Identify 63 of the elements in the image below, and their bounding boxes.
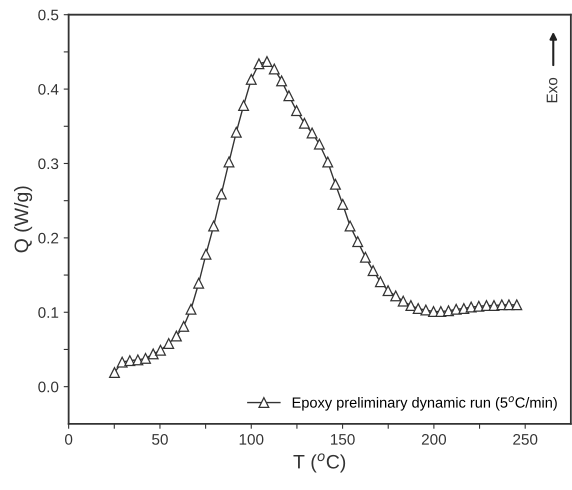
point (306, 127, 318, 138)
x-tick-label: 0 (64, 434, 72, 445)
point (170, 330, 182, 342)
point (360, 252, 371, 263)
legend-label: Epoxy preliminary dynamic run (5$^{o}$C/min) (292, 396, 557, 411)
point (124, 355, 136, 366)
point (344, 220, 356, 232)
point (178, 320, 190, 332)
y-tick-label: 0.3 (38, 158, 58, 170)
y-tick-label: 0.4 (38, 84, 58, 95)
point (337, 198, 348, 210)
point (443, 305, 454, 316)
point (511, 299, 522, 310)
point (108, 367, 120, 378)
point (473, 300, 484, 312)
point (291, 105, 302, 116)
point (405, 300, 416, 312)
point (186, 304, 196, 315)
x-axis-title: T ($^{o}$C) (293, 453, 346, 472)
point (298, 118, 310, 129)
point (382, 285, 394, 296)
point (503, 299, 514, 310)
point (140, 352, 152, 364)
point (261, 56, 272, 68)
y-axis-title: Q (W/g) (14, 186, 32, 252)
point (283, 90, 294, 102)
x-tick-label: 150 (330, 434, 355, 445)
point (412, 303, 424, 314)
point (116, 356, 128, 368)
point (374, 276, 386, 288)
point (450, 304, 462, 315)
point (330, 178, 341, 190)
point (230, 126, 242, 138)
x-tick-label: 50 (152, 434, 168, 445)
y-tick-label: 0.5 (38, 10, 58, 20)
x-tick-label: 100 (240, 434, 264, 445)
point (314, 138, 325, 150)
point (223, 156, 234, 168)
point (132, 354, 144, 366)
x-tick-label: 200 (422, 434, 446, 445)
point (420, 304, 432, 316)
point (253, 58, 264, 70)
x-tick-label: 250 (513, 434, 538, 445)
y-tick-label: 0.2 (38, 232, 58, 244)
point (276, 75, 288, 86)
point (322, 156, 334, 168)
y-tick-label: 0.1 (38, 307, 58, 318)
y-tick-label: 0.0 (38, 382, 58, 392)
point (200, 248, 212, 260)
point (216, 188, 227, 200)
point (193, 278, 204, 289)
point (398, 296, 409, 307)
point (148, 348, 159, 360)
point (246, 74, 257, 85)
point (163, 338, 174, 349)
point (238, 100, 250, 111)
point (352, 236, 364, 248)
point (390, 290, 402, 302)
point (268, 64, 280, 74)
point (155, 344, 166, 356)
annotation: Exo (546, 78, 558, 102)
point (208, 220, 220, 232)
point (368, 265, 379, 276)
